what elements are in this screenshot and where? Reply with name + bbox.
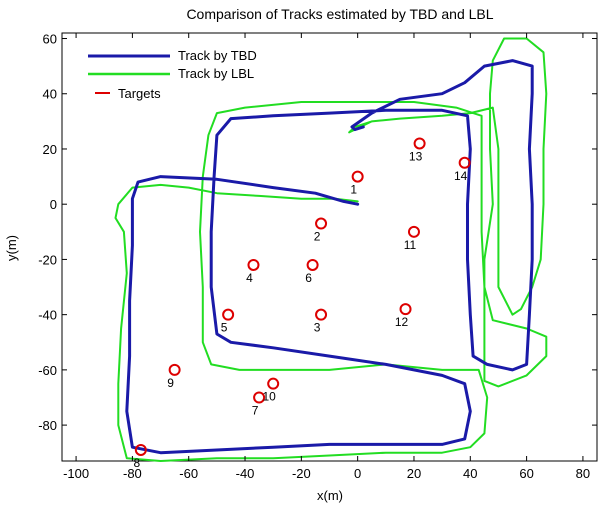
y-tick-label: -60: [38, 363, 57, 378]
y-tick-label: 60: [43, 32, 57, 47]
target-label-1: 1: [350, 183, 357, 197]
legend-label-targets: Targets: [118, 86, 161, 101]
x-tick-label: -40: [236, 466, 255, 481]
target-label-13: 13: [409, 149, 423, 163]
target-marker-9: [168, 363, 181, 376]
x-tick-label: 60: [519, 466, 533, 481]
plot-area: [61, 32, 598, 462]
target-marker-7: [253, 391, 266, 404]
target-marker-5: [222, 308, 235, 321]
target-label-10: 10: [263, 390, 277, 404]
y-tick-label: 20: [43, 142, 57, 157]
target-label-12: 12: [395, 315, 409, 329]
x-tick-label: 20: [407, 466, 421, 481]
target-marker-3: [315, 308, 328, 321]
y-axis-label: y(m): [4, 235, 19, 261]
legend-label-lbl: Track by LBL: [178, 66, 254, 81]
y-tick-label: -80: [38, 418, 57, 433]
series-line-lbl: [114, 37, 548, 462]
x-tick-label: 0: [354, 466, 361, 481]
y-tick-label: -40: [38, 308, 57, 323]
target-label-5: 5: [221, 321, 228, 335]
x-axis-label: x(m): [317, 488, 343, 503]
target-marker-1: [351, 170, 364, 183]
x-tick-label: -20: [292, 466, 311, 481]
target-label-8: 8: [133, 456, 140, 470]
target-label-7: 7: [252, 403, 259, 417]
target-label-14: 14: [454, 169, 468, 183]
target-marker-8: [134, 443, 147, 456]
target-marker-4: [247, 258, 260, 271]
target-label-4: 4: [246, 271, 253, 285]
y-tick-label: 40: [43, 87, 57, 102]
x-tick-label: 40: [463, 466, 477, 481]
y-tick-label: -20: [38, 252, 57, 267]
target-marker-6: [306, 258, 319, 271]
target-marker-11: [407, 225, 420, 238]
x-tick-label: -100: [63, 466, 89, 481]
target-label-11: 11: [404, 238, 417, 252]
x-tick-label: -80: [123, 466, 142, 481]
y-tick-label: 0: [50, 197, 57, 212]
target-marker-14: [458, 156, 471, 169]
target-marker-2: [315, 217, 328, 230]
legend-label-tbd: Track by TBD: [178, 48, 257, 63]
target-label-9: 9: [167, 376, 174, 390]
target-label-6: 6: [305, 271, 312, 285]
target-label-3: 3: [314, 321, 321, 335]
target-marker-12: [399, 303, 412, 316]
target-marker-10: [267, 377, 280, 390]
x-tick-label: -60: [179, 466, 198, 481]
target-marker-13: [413, 137, 426, 150]
x-tick-label: 80: [576, 466, 590, 481]
series-line-tbd: [125, 59, 534, 455]
chart-title: Comparison of Tracks estimated by TBD an…: [186, 6, 493, 22]
target-label-2: 2: [314, 230, 321, 244]
